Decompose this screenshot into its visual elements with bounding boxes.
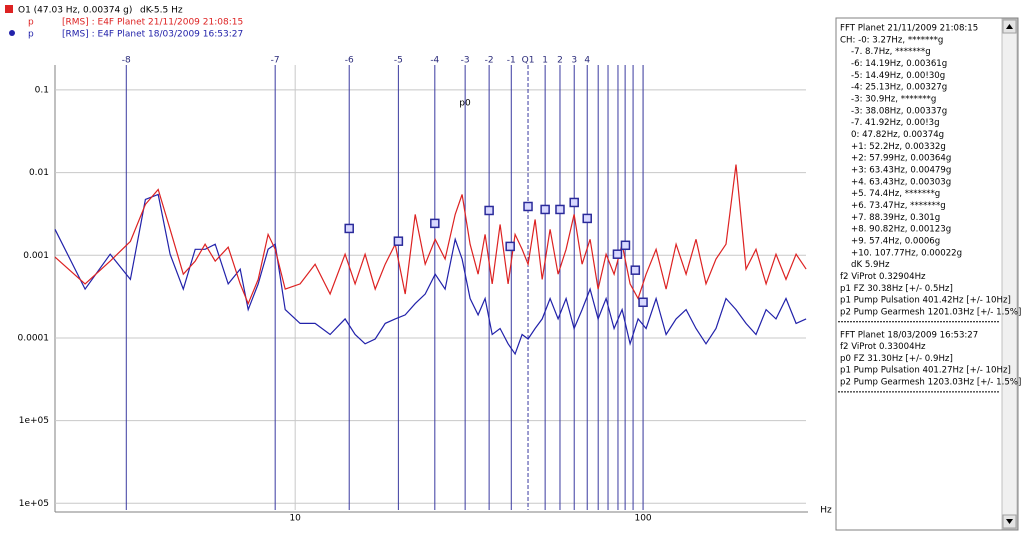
x-tick-label: 10: [289, 514, 301, 524]
peak-marker: [523, 201, 533, 212]
info-panel: [835, 17, 1019, 531]
panel-line: +5. 74.4Hz, *******g: [851, 189, 940, 199]
panel-line: p1 FZ 30.38Hz [+/- 0.5Hz]: [840, 284, 953, 294]
peak-marker: [638, 297, 648, 308]
panel-line: +8. 90.82Hz, 0.00123g: [851, 225, 951, 235]
peak-marker: [505, 241, 515, 252]
harmonic-label: -5: [394, 56, 403, 66]
panel-line: p2 Pump Gearmesh 1201.03Hz [+/- 1.5%]: [840, 307, 1021, 317]
panel-line: -3: 30.9Hz, *******g: [851, 94, 936, 104]
panel-line: +3: 63.43Hz, 0.00479g: [851, 165, 951, 175]
harmonic-label: -8: [122, 56, 131, 66]
panel-line: -5: 14.49Hz, 0.00!30g: [851, 71, 945, 81]
harmonic-label: 3: [571, 56, 577, 66]
panel-line: p1 Pump Pulsation 401.42Hz [+/- 10Hz]: [840, 296, 1011, 306]
spectrum-line: [54, 164, 807, 306]
x-tick-label: 100: [634, 514, 651, 524]
panel-line: dK 5.9Hz: [851, 260, 890, 270]
harmonic-label: 2: [557, 56, 563, 66]
harmonic-label: -1: [507, 56, 516, 66]
legend-swatch: [9, 30, 15, 36]
panel-line: -3: 38.08Hz, 0.00337g: [851, 106, 947, 116]
peak-marker: [393, 236, 404, 246]
panel-line: p2 Pump Gearmesh 1203.03Hz [+/- 1.5%]: [840, 378, 1021, 388]
peak-marker: [430, 218, 440, 229]
panel-line: -4: 25.13Hz, 0.00327g: [851, 83, 947, 93]
peak-marker: [620, 240, 631, 251]
y-tick-label: 1e+05: [19, 416, 49, 426]
y-tick-label: 0.0001: [18, 333, 50, 343]
peak-marker: [612, 249, 623, 259]
panel-line: f2 ViProt 0.33004Hz: [840, 342, 926, 352]
peak-marker: [630, 265, 641, 275]
scroll-down-arrow: [1006, 519, 1013, 524]
panel-line: -7. 41.92Hz, 0.00!3g: [851, 118, 940, 128]
peak-marker: [582, 213, 592, 224]
y-tick-label: 0.1: [35, 85, 49, 95]
peak-marker: [484, 205, 494, 216]
panel-line: FFT Planet 21/11/2009 21:08:15: [840, 24, 978, 34]
panel-line: FFT Planet 18/03/2009 16:53:27: [840, 330, 978, 340]
harmonic-label: -2: [485, 56, 494, 66]
y-tick-label: 0.01: [29, 168, 49, 178]
y-tick-label: 1e+05: [19, 499, 49, 509]
cursor-label: Q1: [522, 56, 535, 66]
panel-line: +9. 57.4Hz, 0.0006g: [851, 236, 940, 246]
legend-prefix: p: [28, 30, 34, 40]
scrollbar[interactable]: [1001, 18, 1018, 530]
peak-marker: [540, 204, 550, 215]
legend-entry[interactable]: [RMS] : E4F Planet 21/11/2009 21:08:15: [62, 18, 243, 28]
peak-marker: [344, 223, 354, 234]
harmonic-label: -6: [345, 56, 354, 66]
legend-entry[interactable]: [RMS] : E4F Planet 18/03/2009 16:53:27: [62, 30, 243, 40]
harmonic-label: -7: [271, 56, 280, 66]
panel-line: -7. 8.7Hz, *******g: [851, 47, 931, 57]
x-unit: Hz: [820, 506, 832, 516]
panel-line: f2 ViProt 0.32904Hz: [840, 272, 926, 282]
dk-readout: dK-5.5 Hz: [140, 6, 183, 16]
panel-line: p0 FZ 31.30Hz [+/- 0.9Hz]: [840, 354, 953, 364]
spectrum-line: [54, 193, 807, 356]
panel-line: +6. 73.47Hz, *******g: [851, 201, 946, 211]
harmonic-label: 1: [542, 56, 548, 66]
panel-line: +7. 88.39Hz, 0.301g: [851, 213, 940, 223]
harmonic-label: -3: [461, 56, 470, 66]
peak-marker: [555, 204, 565, 215]
harmonic-label: 4: [584, 56, 590, 66]
cursor-legend-swatch: [5, 5, 13, 13]
panel-line: +10. 107.77Hz, 0.00022g: [851, 248, 962, 258]
panel-line: p1 Pump Pulsation 401.27Hz [+/- 10Hz]: [840, 366, 1011, 376]
panel-line: -6: 14.19Hz, 0.00361g: [851, 59, 947, 69]
harmonic-label: -4: [430, 56, 439, 66]
panel-line: +4. 63.43Hz, 0.00303g: [851, 177, 951, 187]
panel-line: 0: 47.82Hz, 0.00374g: [851, 130, 944, 140]
cursor-readout: O1 (47.03 Hz, 0.00374 g): [18, 6, 132, 16]
scroll-up-arrow: [1006, 24, 1013, 29]
panel-line: +1: 52.2Hz, 0.00332g: [851, 142, 946, 152]
peak-marker: [569, 197, 579, 208]
legend-prefix: p: [28, 18, 34, 28]
panel-line: CH: -0: 3.27Hz, *******g: [840, 35, 943, 45]
panel-line: +2: 57.99Hz, 0.00364g: [851, 154, 951, 164]
y-tick-label: 0.001: [23, 251, 49, 261]
